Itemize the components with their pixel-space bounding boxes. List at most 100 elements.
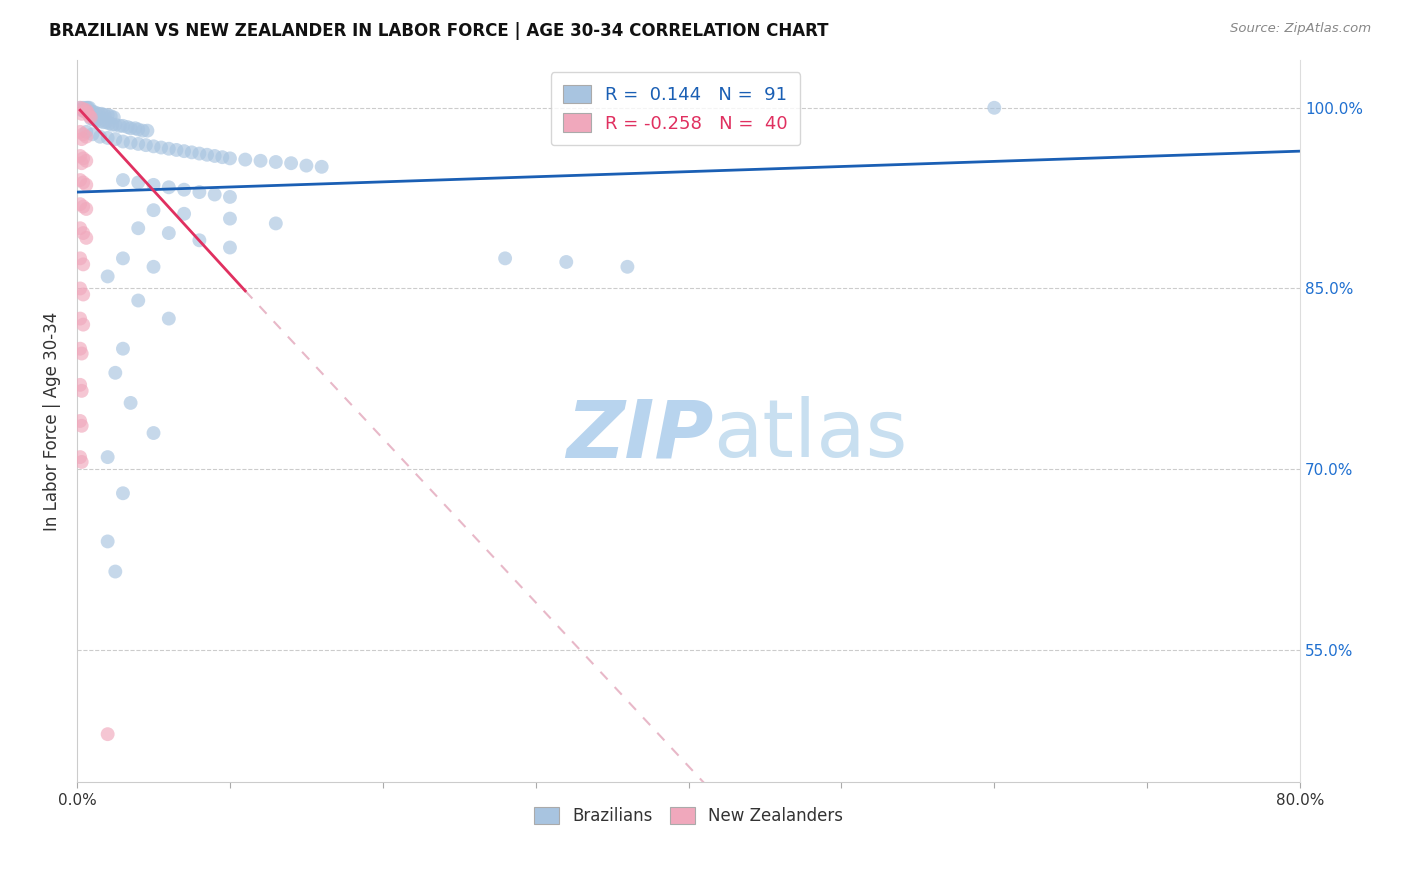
Point (69, 101, 91, 115)
Point (100, 109, 122, 123)
Point (97, 269, 120, 284)
Point (104, 132, 127, 146)
Point (69, 414, 91, 428)
Point (249, 153, 271, 168)
Point (124, 121, 146, 136)
Point (72, 226, 94, 240)
Point (80, 111, 103, 125)
Point (75, 153, 97, 168)
Point (157, 311, 180, 326)
Point (89, 129, 111, 144)
Point (211, 150, 233, 164)
Point (84, 105, 107, 120)
Point (264, 155, 287, 169)
Point (72, 318, 94, 332)
Point (104, 366, 127, 380)
Point (82, 128, 104, 142)
Point (70, 132, 93, 146)
Point (101, 118, 124, 132)
Point (86, 112, 108, 127)
Point (135, 138, 157, 153)
Point (97, 108, 120, 122)
Point (195, 148, 218, 162)
Legend: Brazilians, New Zealanders: Brazilians, New Zealanders (524, 797, 853, 836)
Point (173, 183, 195, 197)
Point (83, 112, 105, 127)
Text: atlas: atlas (713, 396, 907, 475)
Point (79, 109, 101, 123)
Point (93, 108, 115, 122)
Point (94, 115, 117, 129)
Text: BRAZILIAN VS NEW ZEALANDER IN LABOR FORCE | AGE 30-34 CORRELATION CHART: BRAZILIAN VS NEW ZEALANDER IN LABOR FORC… (49, 22, 828, 40)
Point (72, 176, 94, 190)
Point (264, 216, 287, 230)
Point (117, 120, 139, 134)
Point (173, 144, 195, 158)
Point (219, 190, 242, 204)
Point (233, 153, 256, 167)
Point (180, 145, 202, 160)
Y-axis label: In Labor Force | Age 30-34: In Labor Force | Age 30-34 (44, 311, 60, 531)
Point (142, 203, 165, 218)
Point (219, 211, 242, 226)
Point (108, 119, 131, 133)
Point (72, 200, 94, 214)
Point (75, 202, 97, 216)
Point (76, 101, 98, 115)
Point (188, 185, 211, 199)
Point (120, 136, 142, 150)
Point (70, 156, 93, 170)
Point (90, 107, 112, 121)
Point (98, 116, 121, 130)
Point (111, 486, 134, 500)
Point (142, 139, 165, 153)
Point (157, 142, 180, 156)
Point (82, 104, 104, 119)
Point (104, 565, 127, 579)
Point (983, 101, 1005, 115)
Point (89, 114, 111, 128)
Point (70, 384, 93, 398)
Point (69, 173, 91, 187)
Point (69, 101, 91, 115)
Point (173, 207, 195, 221)
Point (127, 293, 149, 308)
Point (111, 173, 134, 187)
Point (494, 252, 516, 266)
Point (204, 187, 226, 202)
Point (219, 152, 242, 166)
Text: Source: ZipAtlas.com: Source: ZipAtlas.com (1230, 22, 1371, 36)
Point (97, 131, 120, 145)
Point (127, 136, 149, 151)
Point (127, 176, 149, 190)
Point (72, 152, 94, 166)
Point (97, 534, 120, 549)
Point (204, 149, 226, 163)
Point (91, 115, 114, 129)
Point (75, 231, 97, 245)
Point (70, 418, 93, 433)
Point (120, 121, 142, 136)
Point (73, 104, 96, 119)
Point (70, 107, 93, 121)
Point (142, 260, 165, 274)
Point (142, 178, 165, 192)
Point (219, 240, 242, 254)
Point (311, 160, 333, 174)
Point (103, 111, 125, 125)
Point (111, 135, 134, 149)
Point (111, 119, 134, 133)
Point (72, 287, 94, 301)
Point (80, 112, 103, 126)
Point (104, 118, 127, 132)
Point (72, 128, 94, 142)
Point (69, 311, 91, 326)
Point (142, 425, 165, 440)
Point (75, 125, 97, 139)
Point (69, 377, 91, 392)
Point (69, 342, 91, 356)
Point (127, 122, 149, 136)
Point (188, 233, 211, 247)
Point (127, 221, 149, 235)
Point (136, 123, 159, 137)
